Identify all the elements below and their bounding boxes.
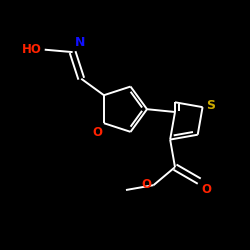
Text: HO: HO [22, 43, 42, 56]
Text: O: O [142, 178, 152, 191]
Text: S: S [206, 99, 216, 112]
Text: N: N [74, 36, 85, 49]
Text: O: O [201, 183, 211, 196]
Text: O: O [92, 126, 102, 139]
